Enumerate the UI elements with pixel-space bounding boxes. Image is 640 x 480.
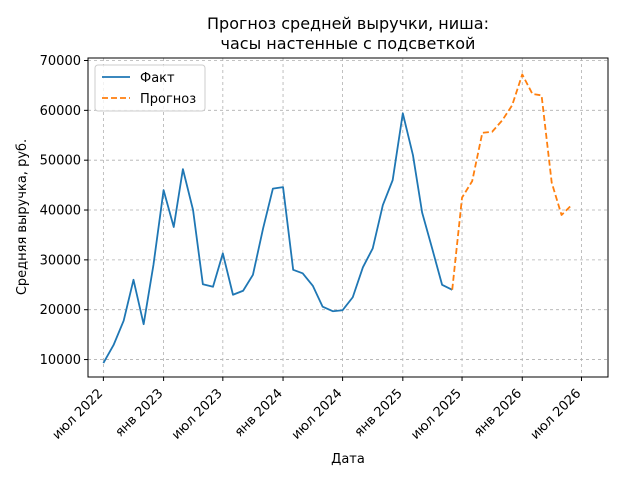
series-layer xyxy=(102,73,573,364)
legend-label-1: Прогноз xyxy=(140,92,196,107)
y-axis-label: Средняя выручка, руб. xyxy=(15,139,30,295)
plot-frame xyxy=(87,57,609,378)
y-tick-label: 50000 xyxy=(40,154,81,169)
series-line-0 xyxy=(102,112,453,364)
x-axis-label: Дата xyxy=(331,452,365,467)
legend-label-0: Факт xyxy=(140,71,175,86)
legend: Факт Прогноз xyxy=(94,64,206,112)
chart-title-line-1: Прогноз средней выручки, ниша: xyxy=(207,14,489,33)
y-tick-label: 30000 xyxy=(40,253,81,268)
y-tick-label: 70000 xyxy=(40,54,81,69)
y-tick-label: 40000 xyxy=(40,204,81,219)
grid xyxy=(88,58,608,377)
chart-title-line-2: часы настенные с подсветкой xyxy=(221,34,476,53)
y-tick-label: 10000 xyxy=(40,353,81,368)
y-axis: 10000 20000 30000 40000 50000 60000 70000 xyxy=(40,54,88,368)
y-tick-label: 20000 xyxy=(40,303,81,318)
y-tick-label: 60000 xyxy=(40,104,81,119)
series-line-1 xyxy=(451,73,573,290)
